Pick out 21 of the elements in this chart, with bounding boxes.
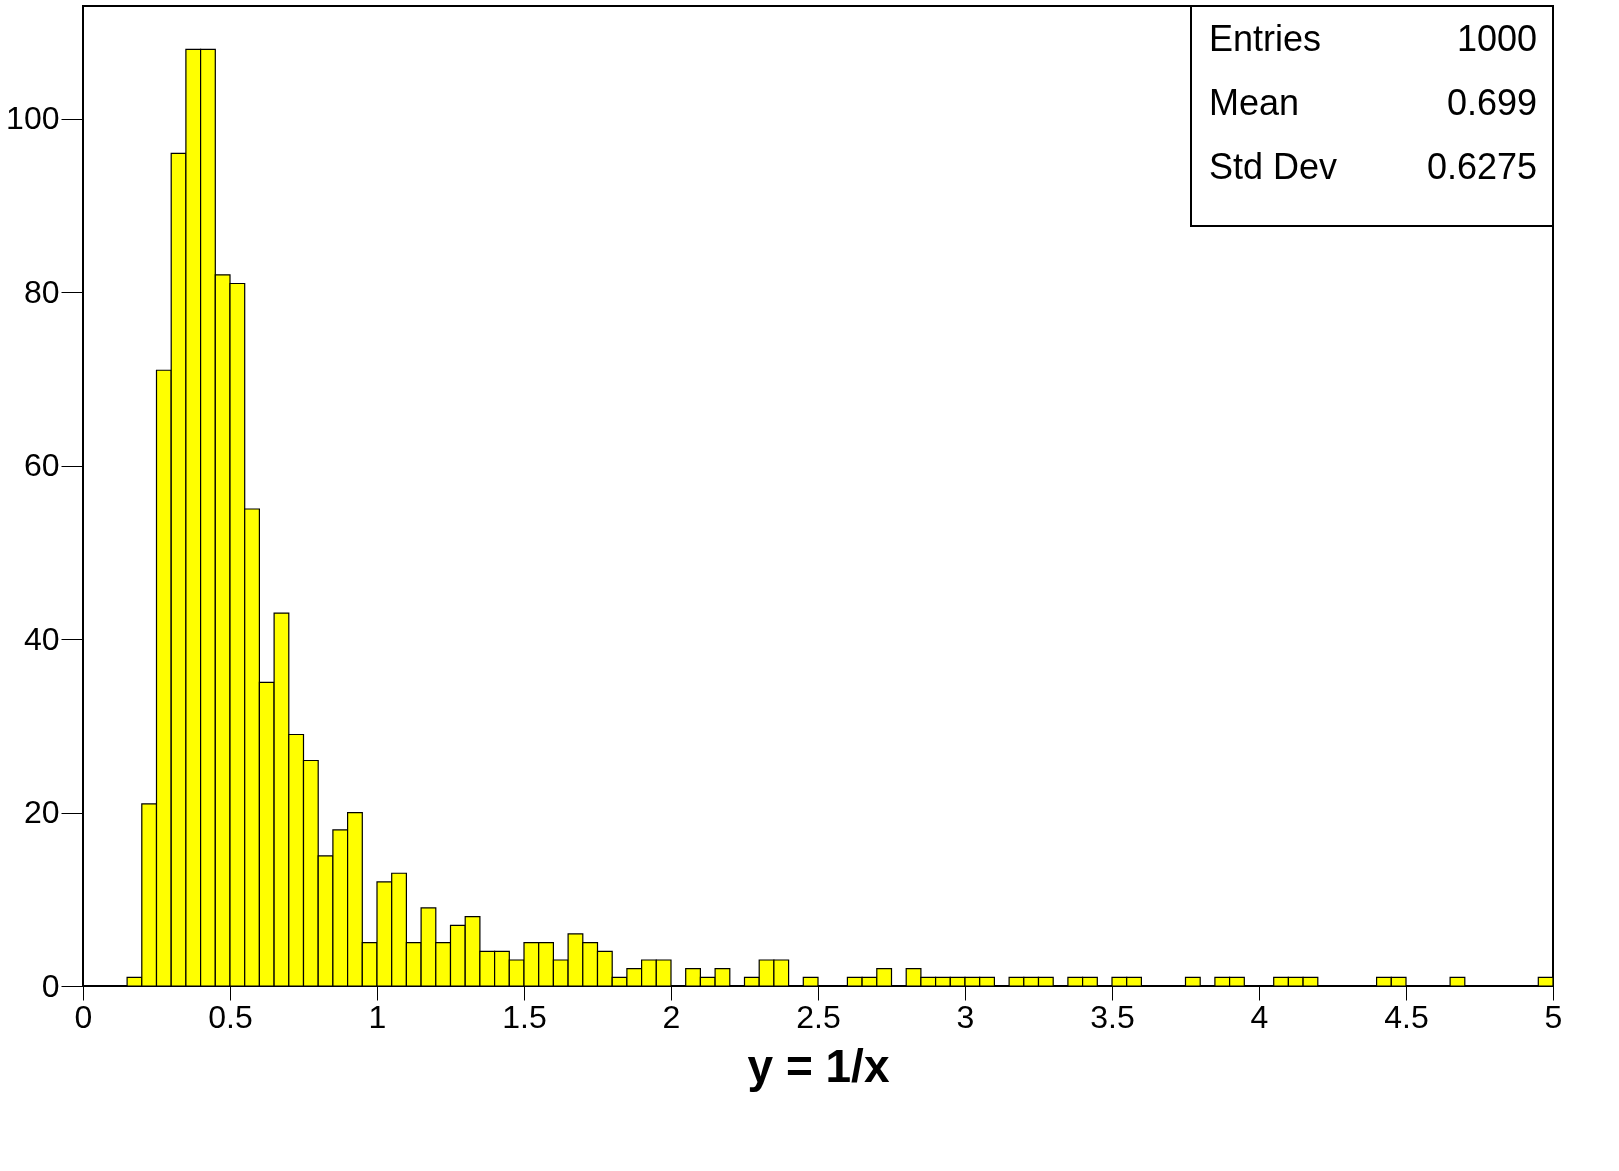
y-tick-label: 60 [23, 447, 60, 484]
x-tick-label: 5 [1544, 998, 1563, 1035]
y-tick-label: 100 [6, 100, 60, 137]
y-tick-label: 0 [41, 967, 60, 1004]
x-tick-label: 1.5 [502, 998, 547, 1035]
x-tick-label: 4.5 [1384, 998, 1429, 1035]
text: Std Dev 0.6275 [1209, 146, 1537, 187]
text: Mean 0.699 [1209, 82, 1537, 123]
y-tick-label: 80 [23, 273, 60, 310]
x-tick-label: 3.5 [1090, 998, 1135, 1035]
x-tick-label: 3 [956, 998, 975, 1035]
x-tick-label: 0.5 [208, 998, 253, 1035]
x-tick-label: 2 [662, 998, 681, 1035]
x-tick-label: 4 [1250, 998, 1269, 1035]
x-axis-title: y = 1/x [747, 1039, 890, 1092]
y-tick-label: 40 [23, 620, 60, 657]
x-tick-label: 0 [74, 998, 93, 1035]
x-tick-label: 1 [368, 998, 387, 1035]
x-tick-label: 2.5 [796, 998, 841, 1035]
text: Entries 1000 [1209, 18, 1537, 59]
y-tick-label: 20 [23, 794, 60, 831]
